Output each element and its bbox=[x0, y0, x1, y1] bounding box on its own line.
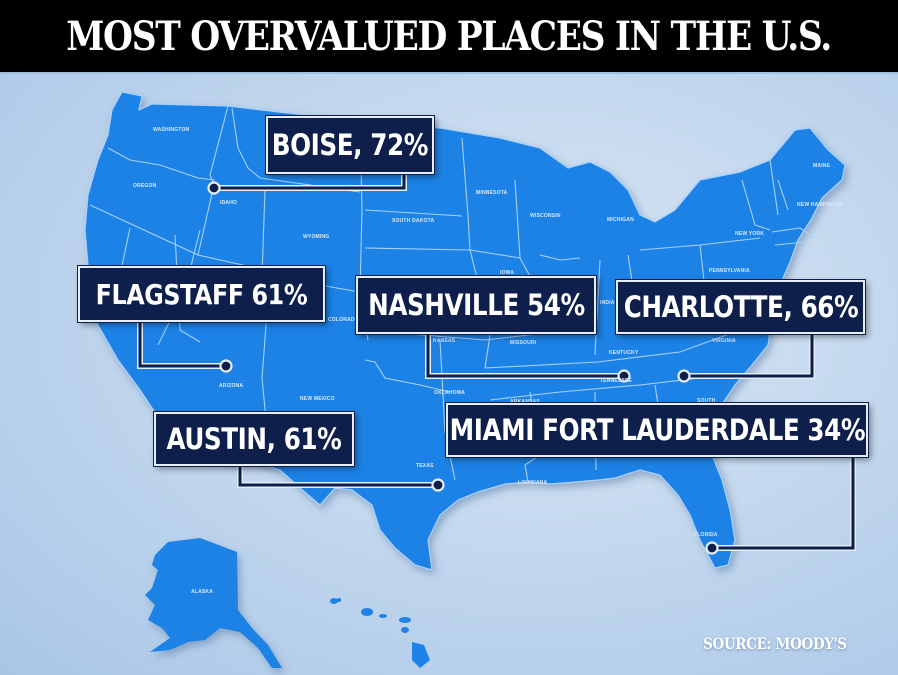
state-label-michigan: MICHIGAN bbox=[607, 217, 634, 223]
state-label-south-dakota: SOUTH DAKOTA bbox=[392, 218, 435, 224]
state-label-maine: MAINE bbox=[813, 163, 831, 169]
us-map bbox=[84, 91, 856, 668]
callout-boise-label: BOISE, 72% bbox=[271, 128, 429, 162]
state-label-south-carolina: SOUTH bbox=[697, 398, 716, 404]
state-label-oregon: OREGON bbox=[133, 183, 157, 189]
state-label-arkansas: ARKANSAS bbox=[510, 399, 540, 405]
state-label-iowa: IOWA bbox=[500, 270, 515, 276]
marker-flagstaff bbox=[219, 359, 233, 373]
marker-austin bbox=[431, 478, 445, 492]
state-label-louisiana: LOUISIANA bbox=[518, 480, 548, 486]
callout-flagstaff-label: FLAGSTAFF 61% bbox=[95, 277, 308, 311]
marker-miami bbox=[705, 541, 719, 555]
callout-nashville: NASHVILLE 54% bbox=[356, 276, 596, 334]
marker-boise bbox=[207, 181, 221, 195]
hawaii-shape bbox=[330, 598, 430, 668]
marker-charlotte bbox=[677, 369, 691, 383]
callout-austin-label: AUSTIN, 61% bbox=[166, 422, 342, 456]
city-markers bbox=[207, 181, 719, 555]
alaska-shape bbox=[145, 538, 282, 668]
connector-lines bbox=[137, 170, 856, 551]
state-label-new-mexico: NEW MEXICO bbox=[300, 396, 335, 402]
callout-miami: MIAMI FORT LAUDERDALE 34% bbox=[446, 403, 868, 457]
state-label-tennessee: TENNESSEE bbox=[600, 378, 633, 384]
state-label-florida: FLORIDA bbox=[694, 532, 718, 538]
callout-charlotte: CHARLOTTE, 66% bbox=[616, 280, 865, 334]
source-credit: SOURCE: MOODY'S bbox=[703, 634, 847, 653]
title-bar: MOST OVERVALUED PLACES IN THE U.S. bbox=[0, 0, 898, 74]
state-label-oklahoma: OKLAHOMA bbox=[434, 390, 466, 396]
state-label-kentucky: KENTUCKY bbox=[609, 350, 639, 356]
callout-miami-label: MIAMI FORT LAUDERDALE 34% bbox=[449, 413, 865, 447]
callout-nashville-label: NASHVILLE 54% bbox=[367, 288, 585, 322]
state-label-colorado: COLORADO bbox=[328, 317, 359, 323]
state-label-texas: TEXAS bbox=[416, 463, 434, 469]
state-label-pennsylvania: PENNSYLVANIA bbox=[709, 268, 750, 274]
state-label-new-york: NEW YORK bbox=[735, 231, 765, 237]
state-label-idaho: IDAHO bbox=[220, 200, 238, 206]
state-label-virginia: VIRGINIA bbox=[712, 338, 736, 344]
state-label-new-hampshire: NEW HAMPSHIRE bbox=[797, 202, 843, 208]
state-label-washington: WASHINGTON bbox=[153, 127, 190, 133]
state-label-indiana: INDIANA bbox=[600, 300, 623, 306]
marker-nashville bbox=[617, 369, 631, 383]
page-title: MOST OVERVALUED PLACES IN THE U.S. bbox=[66, 12, 833, 60]
state-label-arizona: ARIZONA bbox=[219, 383, 244, 389]
callout-charlotte-label: CHARLOTTE, 66% bbox=[623, 290, 858, 324]
state-label-alaska: ALASKA bbox=[191, 589, 214, 595]
callout-boise: BOISE, 72% bbox=[266, 116, 434, 174]
callout-austin: AUSTIN, 61% bbox=[154, 412, 354, 466]
state-label-kansas: KANSAS bbox=[433, 338, 456, 344]
state-label-minnesota: MINNESOTA bbox=[476, 190, 508, 196]
state-label-wisconsin: WISCONSIN bbox=[530, 213, 561, 219]
callout-flagstaff: FLAGSTAFF 61% bbox=[78, 266, 325, 322]
state-label-missouri: MISSOURI bbox=[510, 340, 537, 346]
state-label-wyoming: WYOMING bbox=[303, 234, 330, 240]
